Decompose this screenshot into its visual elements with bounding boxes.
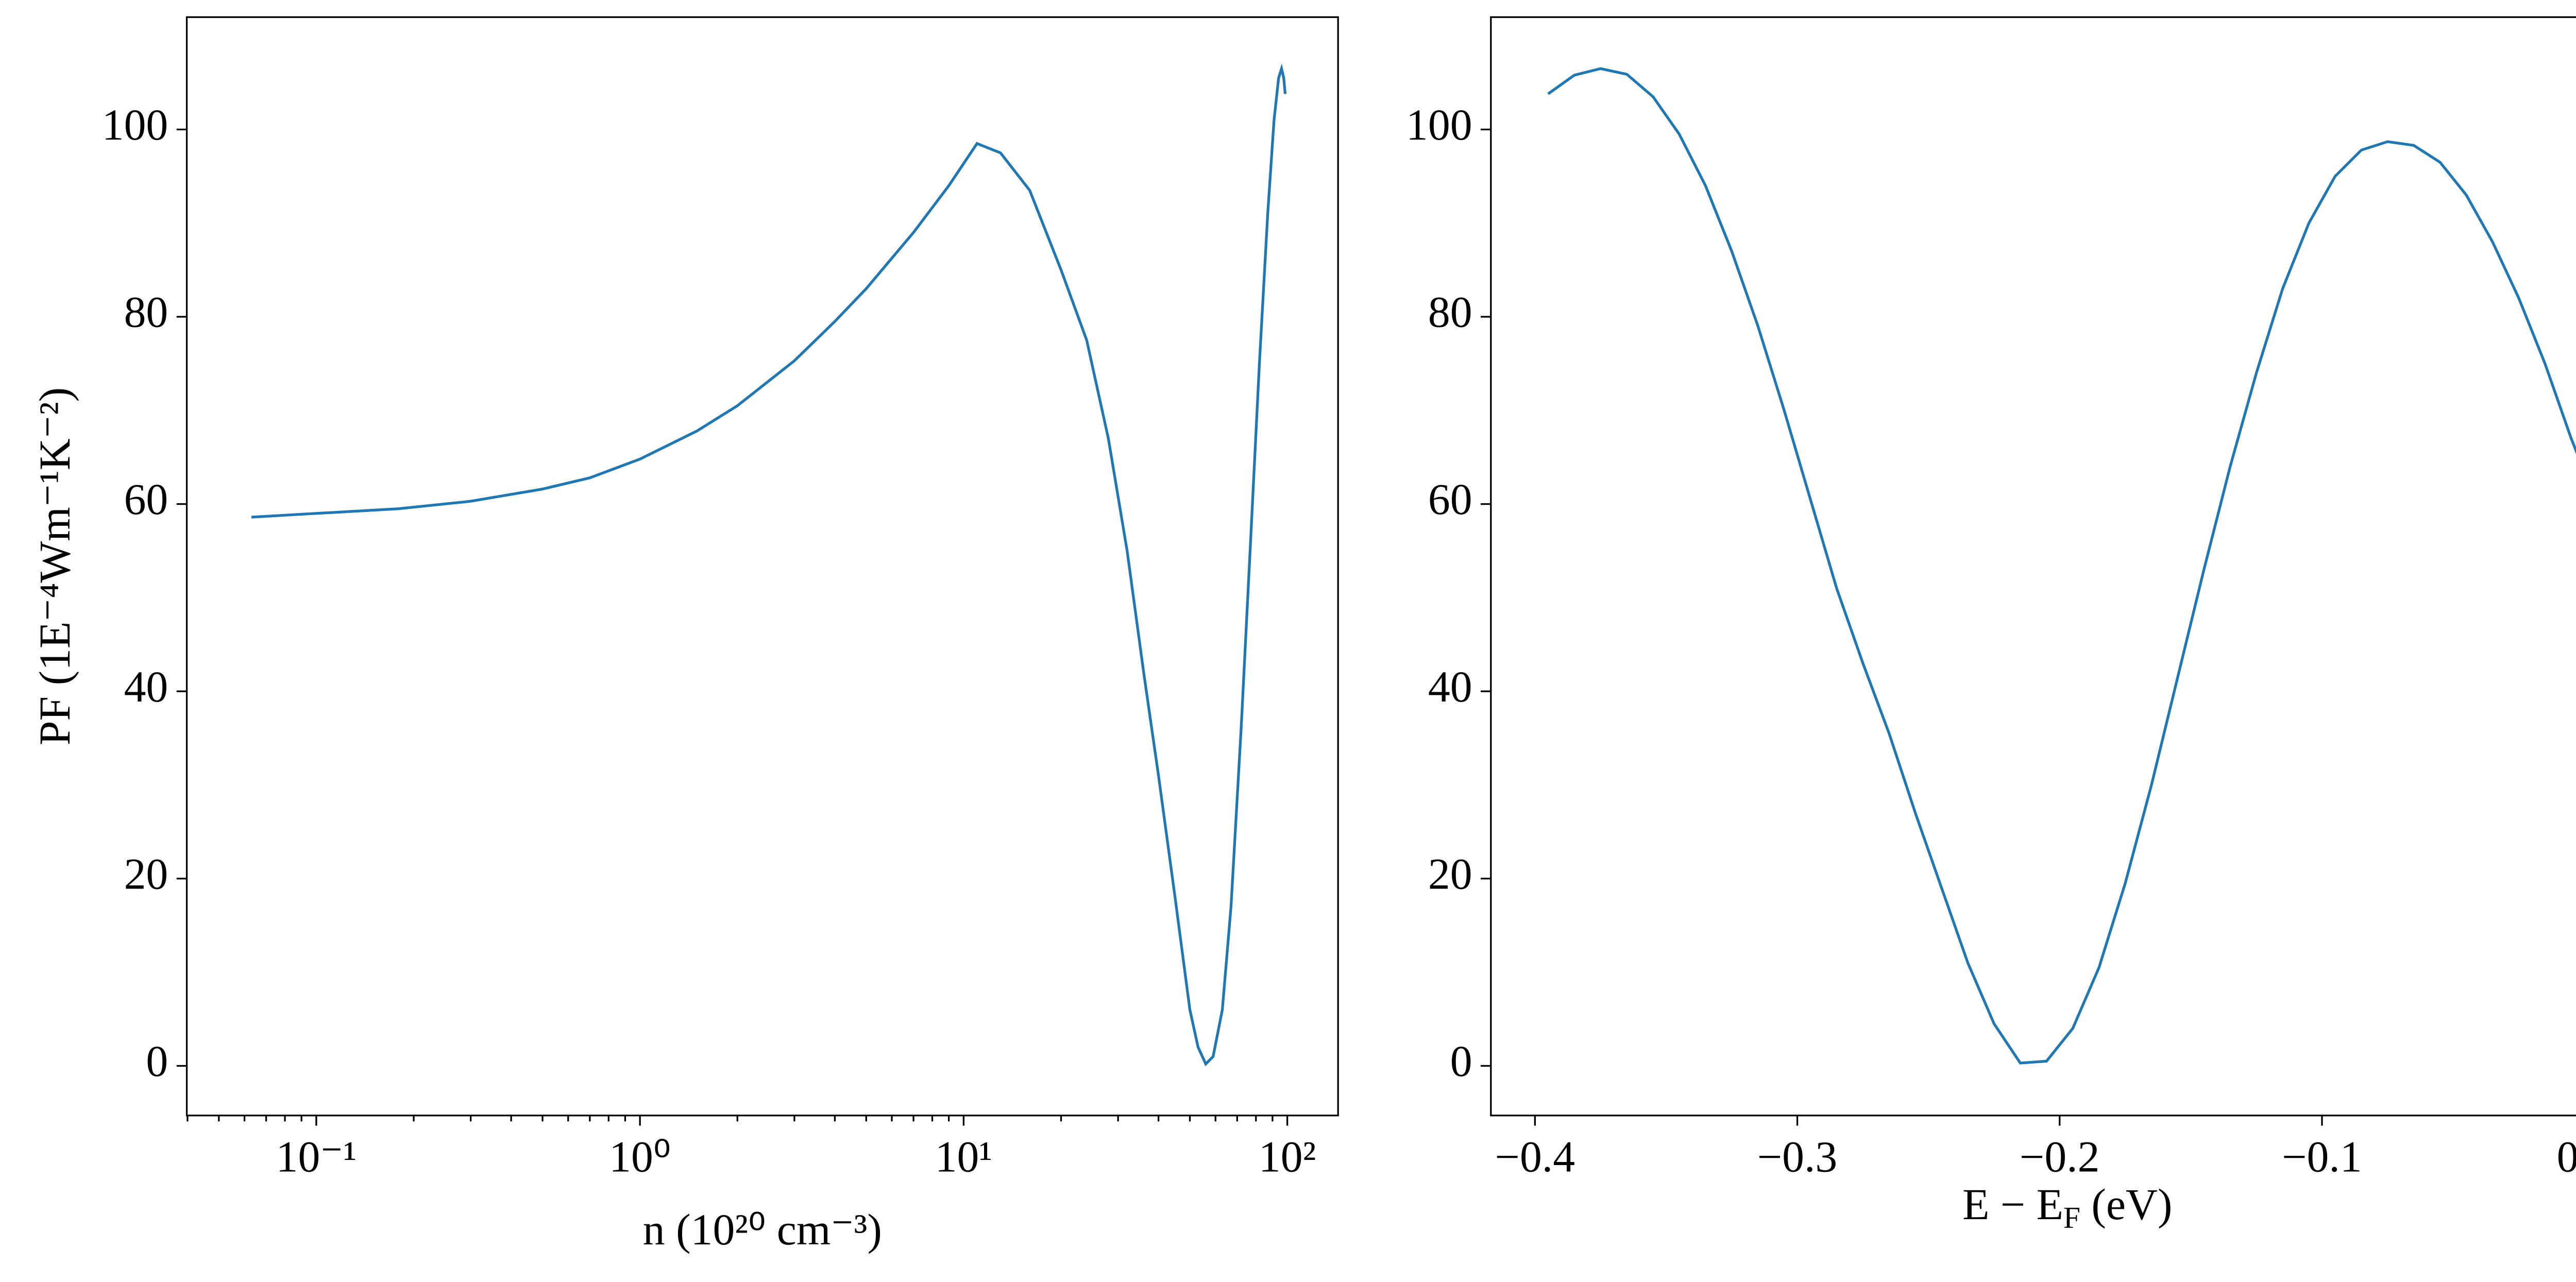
x-tick-label: −0.1 — [2282, 1132, 2362, 1181]
data-line — [251, 63, 1287, 1067]
x-tick-label: −0.2 — [2020, 1132, 2099, 1181]
y-tick-label: 20 — [1428, 849, 1472, 898]
plot-frame — [185, 16, 1339, 1117]
x-axis-label: n (10²⁰ cm⁻³) — [643, 1205, 882, 1254]
x-tick-label: −0.4 — [1495, 1132, 1575, 1181]
y-tick-label: 60 — [124, 475, 168, 524]
y-tick-label: 40 — [1428, 662, 1472, 711]
y-tick-label: 60 — [1428, 475, 1472, 524]
y-tick-label: 0 — [1450, 1037, 1472, 1086]
y-tick-label: 80 — [1428, 288, 1472, 337]
y-tick-label: 80 — [124, 288, 168, 337]
y-tick-label: 20 — [124, 849, 168, 898]
y-tick-label: 100 — [1406, 100, 1472, 149]
y-tick-label: 100 — [102, 100, 168, 149]
x-tick-label: −0.3 — [1757, 1132, 1837, 1181]
x-tick-label: 0.0 — [2557, 1132, 2576, 1181]
plot-frame — [1490, 16, 2576, 1117]
x-tick-label: 10⁻¹ — [276, 1132, 357, 1181]
x-axis-label-part: E − E — [1962, 1180, 2063, 1229]
x-tick-label: 10⁰ — [609, 1132, 671, 1181]
y-tick-label: 0 — [146, 1037, 168, 1086]
x-tick-label: 10¹ — [935, 1132, 992, 1181]
x-tick-label: 10² — [1259, 1132, 1316, 1181]
x-axis-label-part: (eV) — [2080, 1180, 2172, 1229]
x-axis-label-part: F — [2063, 1201, 2080, 1235]
data-line — [1547, 67, 2576, 1065]
y-tick-label: 40 — [124, 662, 168, 711]
x-axis-label: E − EF (eV) — [1962, 1180, 2172, 1235]
y-axis-label: PF (1E⁻⁴Wm⁻¹K⁻²) — [30, 387, 79, 745]
